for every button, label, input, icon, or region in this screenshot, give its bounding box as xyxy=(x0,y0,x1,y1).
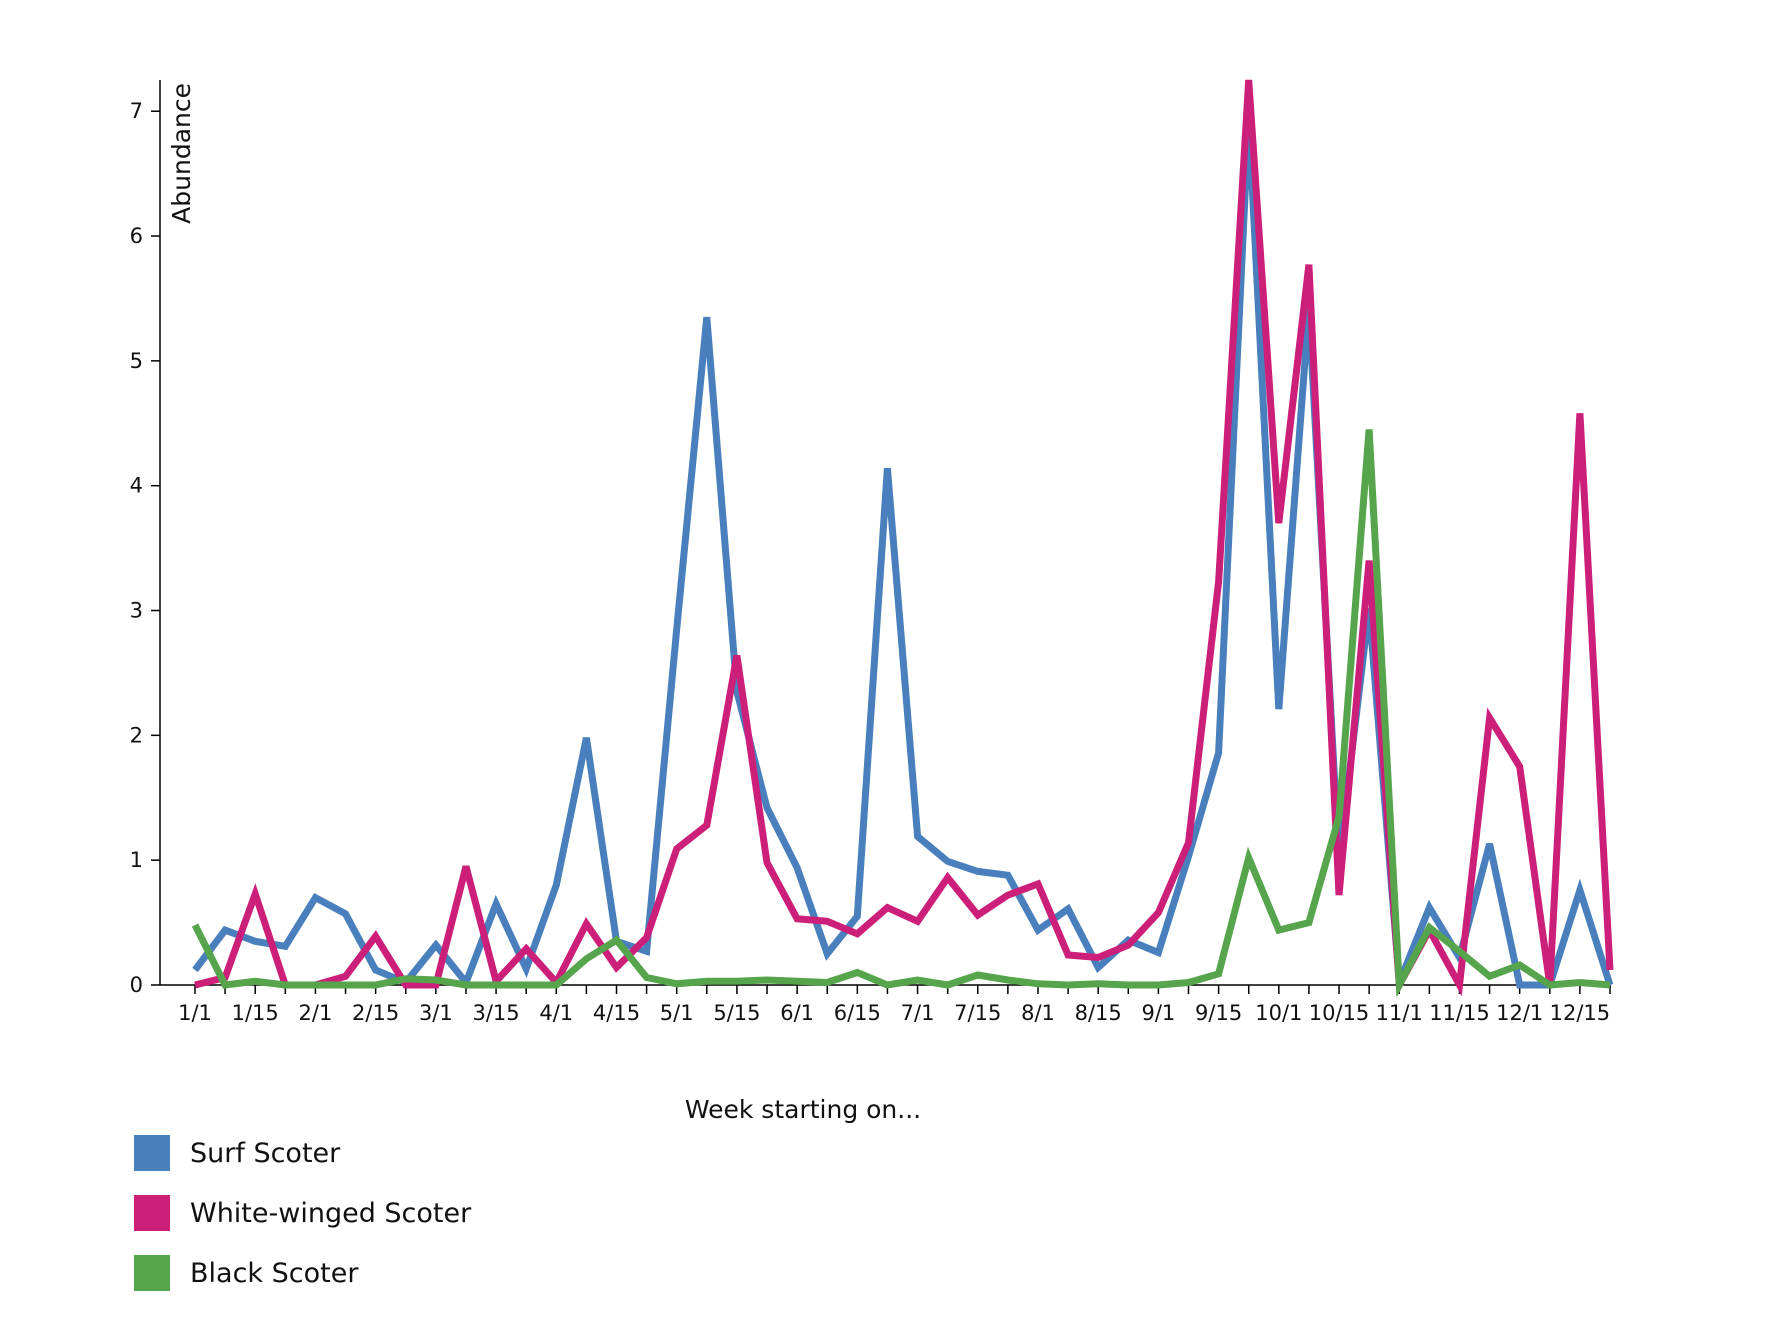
x-tick-label: 9/15 xyxy=(1195,1001,1242,1025)
x-tick-label: 8/15 xyxy=(1075,1001,1122,1025)
series-layer xyxy=(191,79,1614,998)
x-tick-label: 4/15 xyxy=(593,1001,640,1025)
y-tick-label: 7 xyxy=(130,99,143,123)
x-tick-label: 3/1 xyxy=(419,1001,453,1025)
legend-label: White-winged Scoter xyxy=(190,1197,472,1229)
x-tick-label: 6/15 xyxy=(834,1001,881,1025)
x-tick-label: 8/1 xyxy=(1021,1001,1055,1025)
legend-label: Surf Scoter xyxy=(190,1137,341,1169)
series-line-black-scoter xyxy=(191,429,1611,998)
series-line-white-winged-scoter xyxy=(194,79,1614,998)
x-tick-label: 2/1 xyxy=(299,1001,333,1025)
legend-item-white-winged-scoter: White-winged Scoter xyxy=(134,1183,471,1243)
legend-swatch xyxy=(134,1195,170,1231)
y-tick-label: 3 xyxy=(130,599,143,623)
x-tick-label: 7/15 xyxy=(954,1001,1001,1025)
x-tick-label: 7/1 xyxy=(901,1001,935,1025)
x-tick-label: 12/1 xyxy=(1496,1001,1543,1025)
y-tick-label: 6 xyxy=(130,224,143,248)
y-tick-label: 4 xyxy=(130,474,143,498)
x-tick-label: 11/1 xyxy=(1376,1001,1423,1025)
legend-item-surf-scoter: Surf Scoter xyxy=(134,1123,471,1183)
y-tick-label: 2 xyxy=(130,723,143,747)
x-tick-label: 11/15 xyxy=(1429,1001,1490,1025)
x-tick-label: 1/15 xyxy=(232,1001,279,1025)
y-axis-title: Abundance xyxy=(167,83,196,224)
x-tick-label: 1/1 xyxy=(178,1001,212,1025)
x-tick-label: 5/15 xyxy=(713,1001,760,1025)
y-axis: 0 1 2 3 4 5 6 7 xyxy=(130,80,161,997)
x-tick-label: 5/1 xyxy=(660,1001,694,1025)
x-tick-label: 10/15 xyxy=(1309,1001,1370,1025)
x-axis: 1/1 1/15 2/1 2/15 3/1 3/15 4/1 4/15 5/1 5/15 6/1 6/… xyxy=(160,984,1611,1025)
y-tick-label: 5 xyxy=(130,349,143,373)
y-tick-label: 1 xyxy=(130,848,143,872)
y-tick-label: 0 xyxy=(130,973,143,997)
x-tick-label: 3/15 xyxy=(472,1001,519,1025)
legend-swatch xyxy=(134,1255,170,1291)
x-tick-label: 10/1 xyxy=(1255,1001,1302,1025)
x-tick-label: 6/1 xyxy=(780,1001,814,1025)
series-line-surf-scoter xyxy=(192,117,1614,990)
legend-item-black-scoter: Black Scoter xyxy=(134,1243,471,1303)
x-tick-label: 4/1 xyxy=(539,1001,573,1025)
legend-label: Black Scoter xyxy=(190,1257,359,1289)
legend-swatch xyxy=(134,1135,170,1171)
x-tick-label: 9/1 xyxy=(1142,1001,1176,1025)
x-axis-title: Week starting on... xyxy=(685,1095,921,1124)
legend: Surf Scoter White-winged Scoter Black Scot… xyxy=(134,1123,471,1303)
x-tick-label: 2/15 xyxy=(352,1001,399,1025)
x-tick-label: 12/15 xyxy=(1550,1001,1611,1025)
